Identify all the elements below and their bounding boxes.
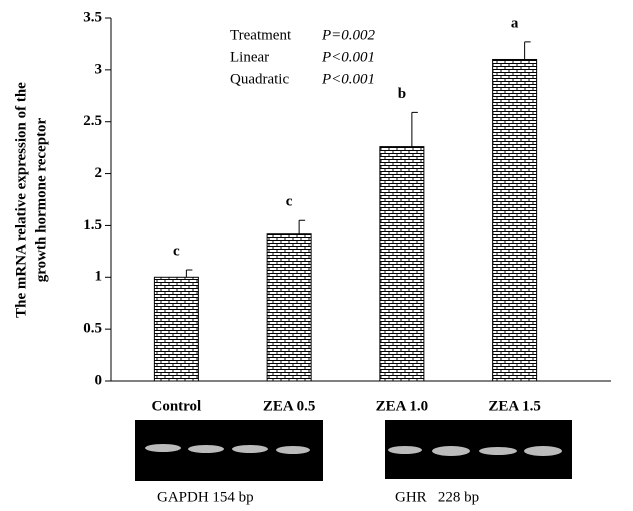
error-bar [411,111,418,147]
y-tick-label: 1.5 [83,217,102,233]
bar [153,276,199,382]
bar [266,233,312,382]
bar [379,146,425,382]
error-bar [298,219,306,234]
y-tick-label: 0 [95,372,103,388]
stat-label: Linear [230,49,269,65]
stat-label: Quadratic [230,71,289,87]
gel-label: GHR 228 bp [395,489,479,505]
y-tick-label: 2 [95,165,103,181]
y-tick-label: 0.5 [83,321,102,337]
significance-letter: c [286,194,293,210]
x-tick-label: Control [152,398,202,414]
stat-p: P<0.001 [321,49,375,65]
bar [492,58,538,382]
y-tick-label: 2.5 [83,113,102,129]
stat-p: P<0.001 [321,71,375,87]
gel-bands [145,444,562,456]
gel-label: GAPDH 154 bp [157,489,254,505]
error-bar [524,41,531,60]
x-tick-label: ZEA 1.0 [376,398,429,414]
x-tick-label: ZEA 0.5 [263,398,316,414]
significance-letter: b [398,86,406,102]
y-axis-label: The mRNA relative expression of the [13,82,29,318]
significance-letter: a [511,15,519,31]
x-tick-label: ZEA 1.5 [488,398,541,414]
y-axis-label: growth hormone receptor [33,117,49,282]
y-tick-label: 1 [95,269,103,285]
y-tick-label: 3.5 [83,9,102,25]
y-tick-label: 3 [95,61,103,77]
significance-letter: c [173,243,180,259]
stat-label: Treatment [230,27,292,43]
error-bar [185,269,193,278]
stat-p: P=0.002 [321,27,376,43]
